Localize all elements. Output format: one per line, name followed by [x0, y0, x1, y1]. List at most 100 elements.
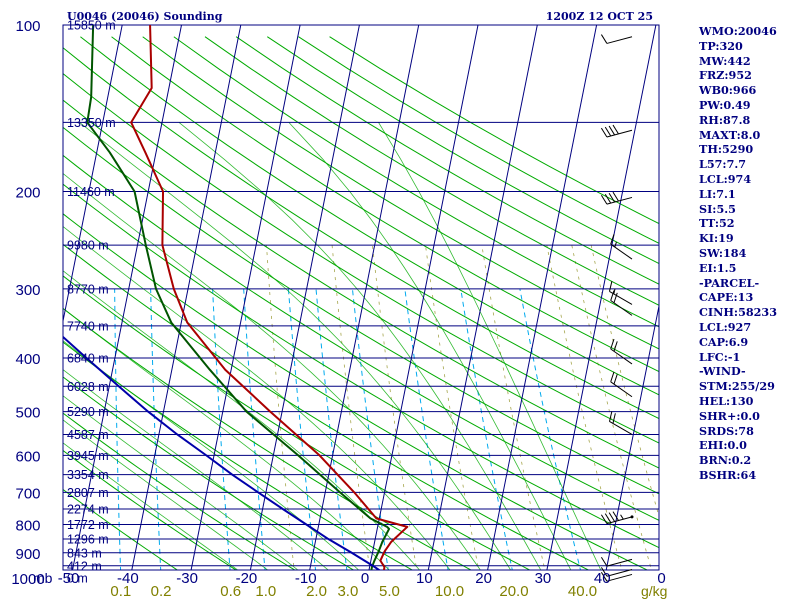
- temperature-tick-label: -30: [176, 570, 198, 587]
- wind-barb-feather: [604, 513, 612, 523]
- isotherm: [190, 25, 301, 570]
- index-row: SW:184: [699, 245, 747, 260]
- wind-barb-feather: [600, 567, 608, 577]
- temperature-tick-label: 10: [416, 570, 433, 587]
- isotherm: [309, 25, 420, 570]
- index-row: LCL:974: [699, 171, 752, 186]
- mixing-ratio-line: [351, 288, 389, 570]
- index-row: CAP:6.9: [699, 334, 749, 349]
- dry-adiabat: [63, 412, 296, 570]
- wind-barb: [600, 511, 634, 525]
- parcel-trace: [63, 335, 381, 570]
- wind-barbs: [600, 34, 634, 582]
- moist-adiabat: [79, 122, 512, 570]
- wind-barb-feather: [610, 234, 615, 245]
- temperature-tick-label: -50: [58, 570, 80, 587]
- index-row: HEL:130: [699, 393, 754, 408]
- wind-barb-feather: [608, 512, 616, 522]
- height-label: 5290 m: [67, 405, 109, 419]
- wind-barb-feather: [600, 572, 608, 582]
- wind-barb-half-feather: [613, 288, 616, 295]
- isotherm: [487, 25, 598, 570]
- mixing-ratio-line: [331, 245, 371, 570]
- isotherm: [368, 25, 479, 570]
- height-label: 412 m: [67, 559, 102, 573]
- temperature-tick-label: -20: [236, 570, 258, 587]
- wind-barb-feather: [613, 292, 618, 303]
- temperature-tick-label: -40: [117, 570, 139, 587]
- wind-barb-staff: [606, 573, 633, 582]
- dry-adiabat: [63, 488, 179, 570]
- wind-barb-staff: [609, 421, 633, 435]
- pressure-tick-label: 400: [15, 351, 40, 368]
- isotherm: [605, 303, 659, 570]
- moist-adiabat: [63, 172, 481, 570]
- wind-barb-feather: [600, 127, 608, 138]
- wind-barb-staff: [606, 196, 633, 205]
- index-row: WB0:966: [699, 83, 757, 98]
- height-label: 3945 m: [67, 449, 109, 463]
- mixing-ratio-line: [243, 288, 266, 570]
- dry-adiabat: [63, 213, 649, 570]
- dry-adiabat: [173, 36, 659, 328]
- height-label: 1772 m: [67, 518, 109, 532]
- dry-adiabat: [63, 154, 659, 521]
- mixing-ratio-line: [404, 288, 449, 570]
- chart-title: U0046 (20046) Sounding: [67, 10, 223, 23]
- index-row: MW:442: [699, 53, 751, 68]
- height-label: 4587 m: [67, 428, 109, 442]
- wind-barb-staff: [606, 558, 633, 567]
- wind-barb: [600, 572, 633, 582]
- wind-barb-feather: [600, 514, 608, 524]
- pressure-tick-label: 300: [15, 282, 40, 299]
- wind-barb-feather: [610, 338, 615, 350]
- wind-barb-feather: [600, 556, 608, 567]
- index-row: SRDS:78: [699, 423, 754, 438]
- wind-barb-feather: [613, 374, 618, 385]
- mixing-ratio-label: 3.0: [337, 583, 358, 600]
- wind-barb-staff: [606, 36, 633, 44]
- wind-barb-feather: [613, 341, 618, 352]
- index-row: RH:87.8: [699, 112, 751, 127]
- mixing-ratio-line: [519, 288, 582, 570]
- isotherm: [63, 25, 123, 324]
- mixing-ratio-line: [287, 288, 317, 570]
- pressure-tick-label: 200: [15, 184, 40, 201]
- index-row: TP:320: [699, 38, 743, 53]
- temperature-tick-label: 0: [361, 570, 369, 587]
- wind-barb-feather: [612, 511, 619, 521]
- height-label: 6840 m: [67, 351, 109, 365]
- index-row: WMO:20046: [699, 24, 777, 38]
- wind-barb-feather: [610, 371, 615, 382]
- mixing-ratio-line: [266, 245, 295, 570]
- wind-barb: [608, 281, 633, 305]
- mixing-ratio-unit: g/kg: [641, 583, 667, 599]
- height-label: 11460 m: [67, 185, 115, 199]
- dry-adiabat: [63, 376, 355, 570]
- dry-adiabat: [63, 307, 473, 570]
- dewpoint-trace: [86, 25, 391, 570]
- index-row: EI:1.5: [699, 260, 737, 275]
- dry-adiabat: [267, 36, 659, 265]
- wind-barb: [608, 411, 633, 435]
- dry-adiabat: [235, 36, 659, 285]
- height-label: 2807 m: [67, 486, 109, 500]
- mixing-ratio-line: [546, 245, 623, 570]
- pressure-tick-label: 700: [15, 485, 40, 502]
- wind-barb-feather: [608, 411, 613, 422]
- temperature-trace: [130, 25, 409, 570]
- moist-adiabat: [63, 369, 329, 570]
- wind-barb: [600, 34, 633, 44]
- wind-barb-staff: [610, 243, 633, 260]
- mixing-ratio-line: [372, 245, 418, 570]
- index-row: LI:7.1: [699, 186, 736, 201]
- dry-adiabat: [80, 36, 659, 396]
- dry-adiabat: [63, 183, 659, 549]
- height-label: 1296 m: [67, 533, 109, 547]
- wind-barb: [610, 371, 633, 398]
- moist-adiabat: [63, 226, 451, 570]
- index-row: LCL:927: [699, 319, 752, 334]
